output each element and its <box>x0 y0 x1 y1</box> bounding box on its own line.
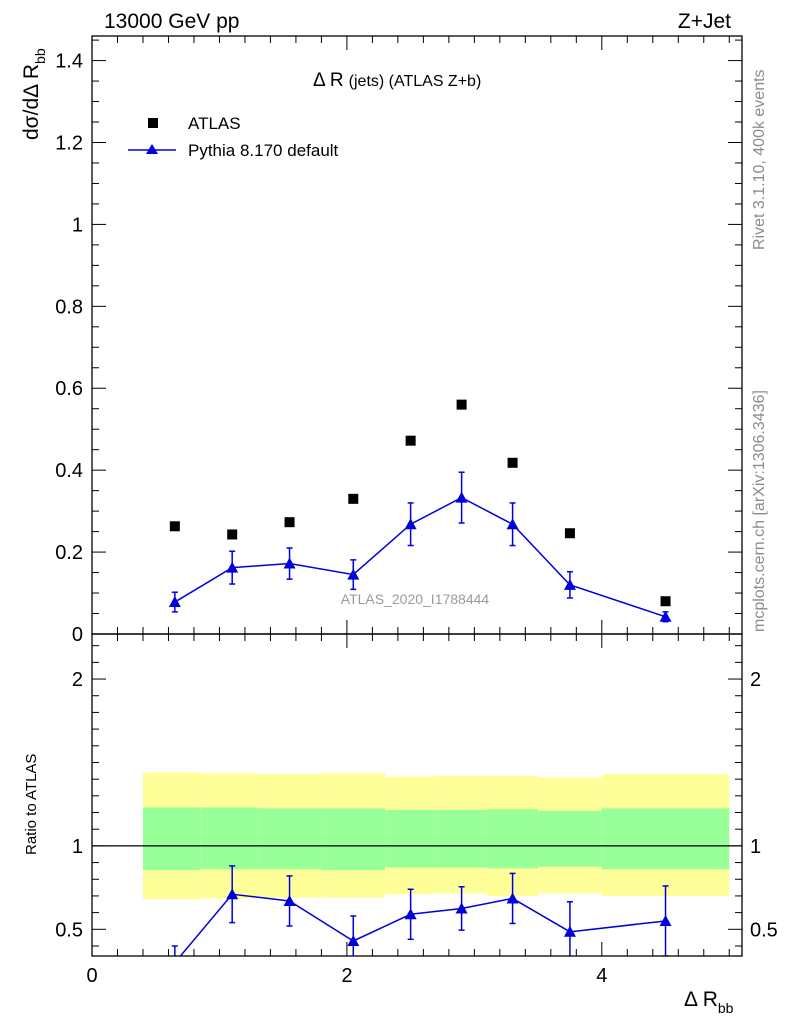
ratio-ylabel: Ratio to ATLAS <box>23 754 40 855</box>
atlas-point <box>405 435 416 446</box>
ratio-xlabel-main: Δ R <box>684 988 718 1011</box>
band-inner-4 <box>385 810 437 868</box>
mc-point <box>404 518 417 530</box>
ratio-ytick-label-right: 1 <box>750 836 761 858</box>
process-label: Z+Jet <box>678 10 731 33</box>
mcplots-label: mcplots.cern.ch [arXiv:1306.3436] <box>751 390 768 632</box>
energy-label: 13000 GeV pp <box>104 10 239 33</box>
ratio-point <box>283 894 296 906</box>
ratio-point <box>169 957 181 968</box>
main-ytick-label: 1 <box>72 214 83 236</box>
band-inner-3 <box>321 808 386 871</box>
main-ylabel-sub: bb <box>32 48 48 64</box>
ratio-xtick-label: 0 <box>86 965 97 987</box>
mc-point <box>168 596 181 608</box>
ratio-ytick-label-right: 2 <box>750 669 761 691</box>
ratio-point <box>455 902 468 914</box>
ratio-point <box>563 925 576 937</box>
band-inner-1 <box>200 807 258 870</box>
ratio-ytick-label-left: 2 <box>72 669 83 691</box>
band-inner-5 <box>436 810 488 868</box>
ratio-ytick-label-right: 0.5 <box>750 919 778 941</box>
atlas-point <box>284 517 295 528</box>
ratio-frame <box>91 633 743 957</box>
ratio-point <box>347 934 360 946</box>
ratio-panel <box>169 865 672 968</box>
ratio-xlabel: Δ Rbb <box>684 988 734 1016</box>
ratio-point <box>659 914 672 926</box>
atlas-point <box>348 493 359 504</box>
atlas-point <box>456 399 467 410</box>
main-ylabel-main: dσ/dΔ R <box>20 64 43 140</box>
main-ytick-label: 1.4 <box>55 51 83 73</box>
panel-frames: 0 0.2 0.4 0.6 0.8 1 1.2 1.4 0 2 4 0.5 0.5 1 1 2 2 <box>55 35 778 987</box>
ratio-point <box>226 888 239 900</box>
mc-point <box>506 518 519 530</box>
legend-mc-marker <box>146 144 158 154</box>
main-title: Δ R (jets) (ATLAS Z+b) <box>313 70 481 91</box>
main-panel <box>168 399 672 623</box>
ratio-point <box>404 908 417 920</box>
rivet-version-label: Rivet 3.1.10, 400k events <box>751 69 768 250</box>
ratio-series-line <box>179 893 666 956</box>
band-inner-0 <box>142 807 201 871</box>
ratio-xtick-label: 4 <box>596 965 607 987</box>
main-ytick-label: 0.2 <box>55 542 83 564</box>
main-title-sub: (jets) (ATLAS Z+b) <box>349 73 482 90</box>
ratio-xlabel-sub: bb <box>718 1000 734 1016</box>
ratio-uncertainty-bands <box>92 772 742 900</box>
atlas-point <box>660 596 671 607</box>
analysis-watermark: ATLAS_2020_I1788444 <box>341 591 490 607</box>
main-ytick-label: 0.6 <box>55 378 83 400</box>
main-ylabel: dσ/dΔ Rbb <box>20 48 48 140</box>
atlas-point <box>169 521 180 532</box>
mc-point <box>455 491 468 503</box>
main-title-main: Δ R <box>313 70 344 91</box>
ratio-point <box>506 892 519 904</box>
mc-point <box>226 561 239 573</box>
atlas-point <box>564 528 575 539</box>
atlas-point <box>507 457 518 468</box>
main-ytick-label: 0.8 <box>55 296 83 318</box>
ratio-ytick-label-left: 0.5 <box>55 919 83 941</box>
band-inner-7 <box>538 810 602 867</box>
legend: ATLAS Pythia 8.170 default <box>128 114 339 160</box>
legend-mc-label: Pythia 8.170 default <box>188 141 339 160</box>
main-ytick-label: 0 <box>72 624 83 646</box>
mc-point <box>283 557 296 569</box>
main-ytick-label: 1.2 <box>55 132 83 154</box>
legend-atlas-label: ATLAS <box>188 114 241 133</box>
band-inner-2 <box>257 808 322 870</box>
mc-point <box>563 578 576 590</box>
band-inner-6 <box>487 809 539 869</box>
main-ytick-label: 0.4 <box>55 460 83 482</box>
ratio-xtick-label: 2 <box>341 965 352 987</box>
atlas-point <box>227 529 238 540</box>
mc-point <box>659 610 672 622</box>
band-inner-8 <box>601 808 730 870</box>
ratio-ytick-label-left: 1 <box>72 836 83 858</box>
legend-atlas-marker <box>148 118 158 128</box>
mc-point <box>347 568 360 580</box>
